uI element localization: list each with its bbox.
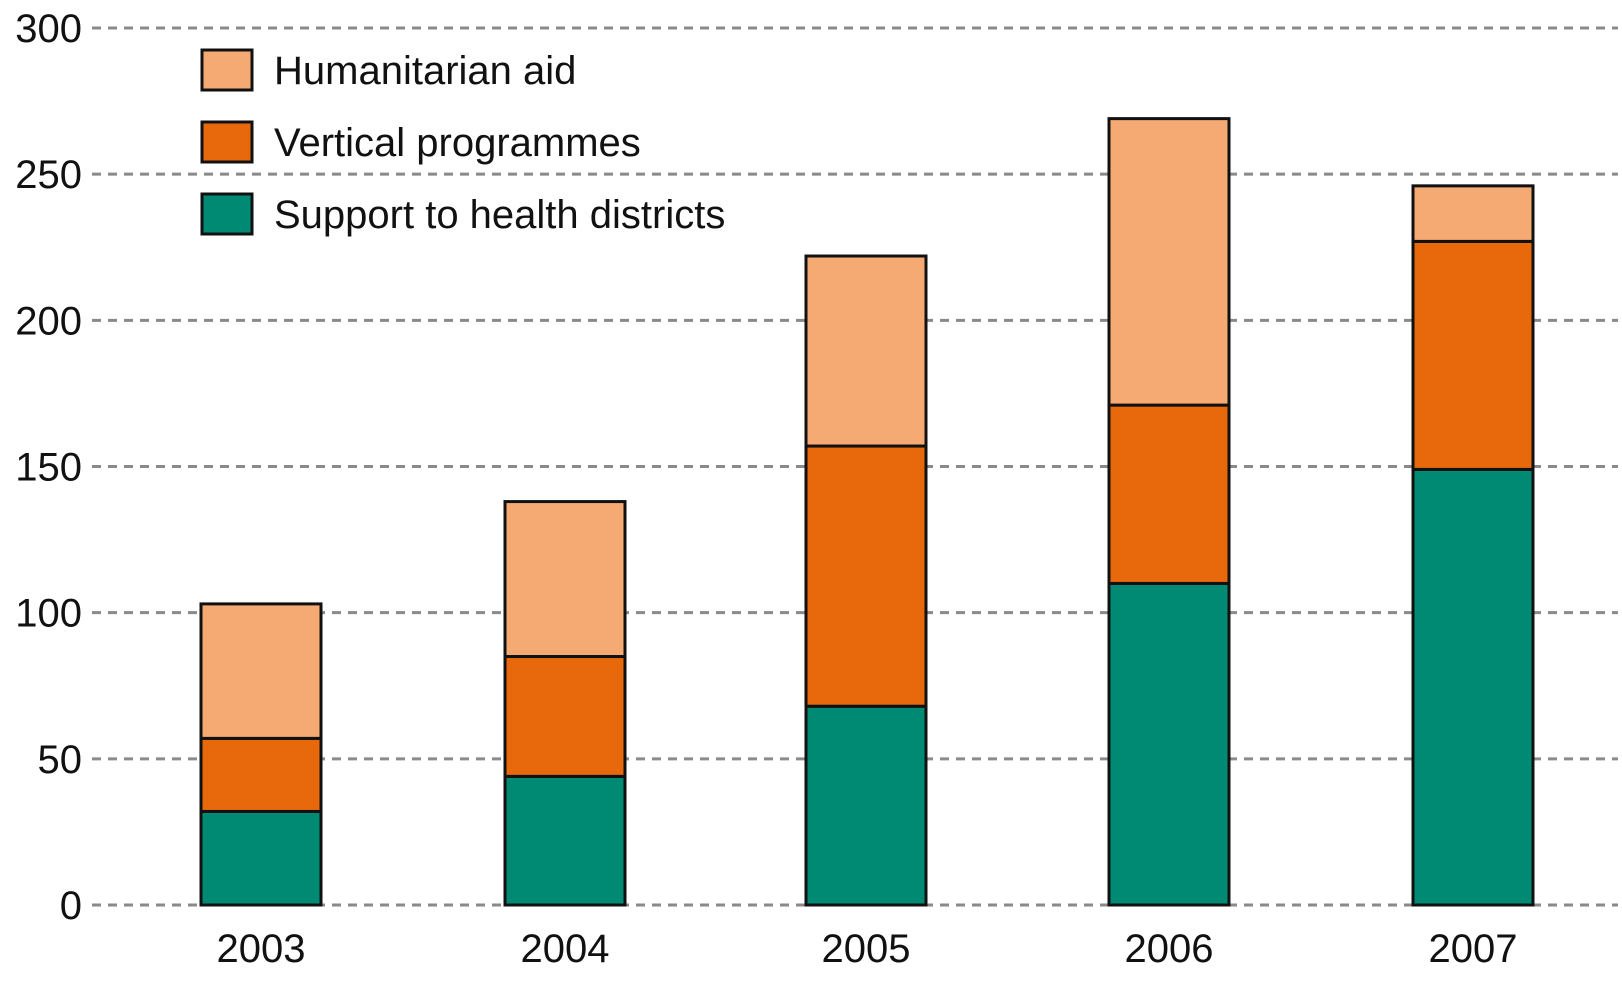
bar-2003-support-to-health-districts bbox=[199, 809, 323, 907]
bar-2006-humanitarian-aid bbox=[1107, 117, 1231, 407]
legend-swatch-vertical-programmes bbox=[200, 120, 254, 164]
bar-2004-humanitarian-aid bbox=[503, 500, 627, 659]
bar-2003-humanitarian-aid bbox=[199, 602, 323, 740]
bar-2005-support-to-health-districts bbox=[804, 704, 928, 907]
bar-2006-support-to-health-districts bbox=[1107, 581, 1231, 907]
grid-lines bbox=[92, 26, 1618, 907]
bar-2005-humanitarian-aid bbox=[804, 254, 928, 448]
legend-label-humanitarian-aid: Humanitarian aid bbox=[274, 49, 576, 93]
y-tick-label-50: 50 bbox=[38, 738, 83, 782]
x-tick-label-2005: 2005 bbox=[822, 927, 911, 971]
bar-2007-humanitarian-aid bbox=[1411, 184, 1535, 243]
bar-2004-vertical-programmes bbox=[503, 655, 627, 778]
bar-2004-support-to-health-districts bbox=[503, 774, 627, 907]
bar-2003-vertical-programmes bbox=[199, 736, 323, 813]
y-tick-label-100: 100 bbox=[15, 592, 82, 636]
y-tick-label-0: 0 bbox=[60, 884, 82, 928]
x-axis-tick-labels: 2003 2004 2005 2006 2007 bbox=[217, 927, 1518, 971]
bars bbox=[199, 117, 1535, 907]
bar-2007-vertical-programmes bbox=[1411, 239, 1535, 471]
legend-swatch-support-to-health-districts bbox=[200, 192, 254, 236]
legend: Humanitarian aid Vertical programmes Suppo… bbox=[200, 48, 725, 237]
legend-swatch-humanitarian-aid bbox=[200, 48, 254, 92]
x-tick-label-2004: 2004 bbox=[521, 927, 610, 971]
x-tick-label-2003: 2003 bbox=[217, 927, 306, 971]
legend-label-support-to-health-districts: Support to health districts bbox=[274, 193, 725, 237]
y-tick-label-150: 150 bbox=[15, 446, 82, 490]
bar-2007-support-to-health-districts bbox=[1411, 467, 1535, 907]
x-tick-label-2006: 2006 bbox=[1125, 927, 1214, 971]
legend-label-vertical-programmes: Vertical programmes bbox=[274, 121, 641, 165]
bar-2005-vertical-programmes bbox=[804, 444, 928, 708]
y-tick-label-250: 250 bbox=[15, 153, 82, 197]
y-tick-label-200: 200 bbox=[15, 299, 82, 343]
y-tick-label-300: 300 bbox=[15, 7, 82, 51]
x-tick-label-2007: 2007 bbox=[1429, 927, 1518, 971]
bar-2006-vertical-programmes bbox=[1107, 403, 1231, 585]
y-axis-tick-labels: 0 50 100 150 200 250 300 bbox=[15, 7, 82, 928]
